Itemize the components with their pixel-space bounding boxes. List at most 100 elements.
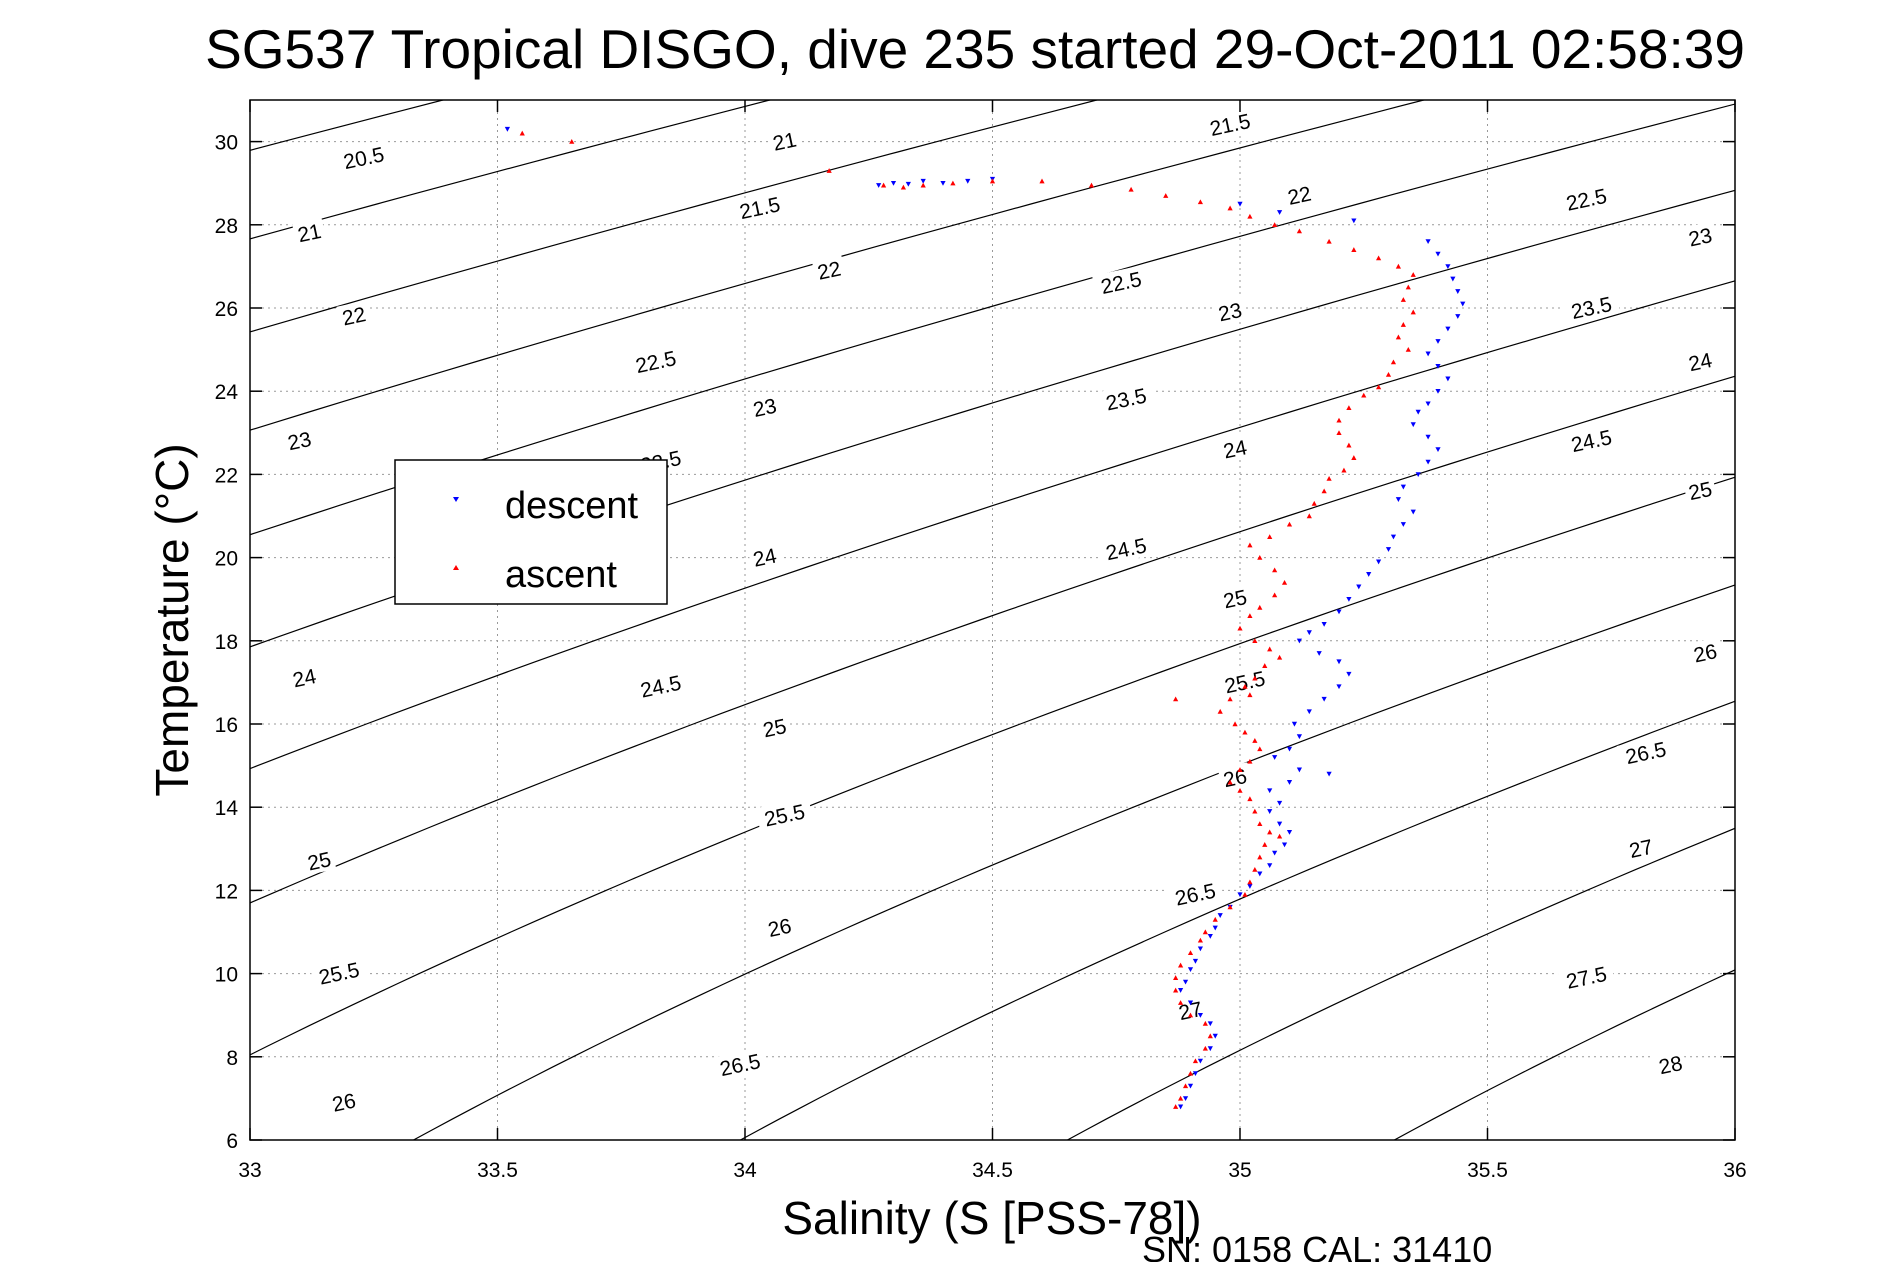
ascent-point [1400, 322, 1406, 327]
contour-label-group: 23 [1682, 221, 1718, 252]
descent-point [1346, 671, 1352, 677]
descent-point [1336, 609, 1342, 615]
ascent-point [826, 168, 832, 173]
contour-label-bg [1623, 832, 1658, 863]
descent-point [1296, 767, 1302, 773]
descent-point [1425, 239, 1431, 245]
descent-point [1410, 422, 1416, 428]
descent-point [1445, 326, 1451, 332]
contour-label-group: 25 [1682, 475, 1718, 505]
descent-point [1306, 630, 1312, 636]
sensor-calibration-footer: SN: 0158 CAL: 31410 [1142, 1229, 1492, 1262]
contour-label-group: 21.5 [730, 189, 789, 225]
ascent-point [1395, 334, 1401, 340]
contour-label-group: 23 [282, 425, 317, 455]
ascent-point [1212, 916, 1218, 922]
ascent-point [1272, 592, 1278, 598]
descent-point [1286, 829, 1293, 835]
contour-label-group: 22 [336, 300, 371, 330]
contour-label: 24 [291, 665, 319, 692]
ascent-point [1326, 238, 1332, 244]
contour-line [412, 584, 1735, 1140]
ascent-point [1247, 213, 1253, 219]
contour-label: 21 [771, 128, 799, 155]
contour-label-group: 24 [287, 662, 322, 692]
descent-point [1207, 1046, 1213, 1052]
descent-point [1425, 459, 1431, 465]
contour-line [250, 189, 1735, 648]
descent-point [1450, 276, 1456, 282]
contour-label-bg [631, 668, 690, 703]
descent-point [1197, 1013, 1203, 1018]
ascent-point [1232, 721, 1238, 727]
contour-label: 21 [296, 220, 324, 247]
descent-point [1237, 201, 1243, 207]
contour-label-bg [1682, 221, 1718, 252]
ascent-point [900, 184, 906, 190]
ascent-point [1267, 829, 1273, 835]
ascent-point [881, 182, 887, 188]
y-tick-label: 10 [215, 964, 238, 987]
ascent-point [1252, 808, 1258, 814]
ascent-point [1252, 675, 1258, 681]
contour-label-bg [1200, 106, 1259, 142]
descent-point [1435, 389, 1441, 394]
ascent-point [1173, 987, 1179, 993]
descent-point [1425, 434, 1431, 440]
ascent-point [1272, 222, 1278, 227]
descent-point [1187, 1083, 1194, 1089]
contour-line [250, 100, 1100, 333]
ascent-point [1351, 455, 1357, 460]
ascent-point [1242, 891, 1248, 897]
ascent-point [1227, 904, 1233, 910]
ascent-point [1173, 696, 1179, 702]
ascent-point [1197, 937, 1203, 943]
descent-point [1306, 709, 1312, 715]
contour-label: 23 [1216, 299, 1244, 326]
contour-label-bg [755, 797, 814, 832]
contour-label-bg [626, 343, 685, 379]
descent-point [1286, 746, 1293, 752]
ascent-point [1395, 263, 1401, 269]
contour-label-bg [1562, 422, 1621, 458]
y-tick-label: 18 [215, 631, 238, 654]
x-tick-label: 34.5 [972, 1159, 1013, 1182]
contour-label-bg [309, 955, 368, 990]
descent-point [1277, 210, 1283, 215]
ascent-point [950, 180, 956, 186]
contour-label-group: 24 [1217, 433, 1253, 464]
ascent-point [1192, 1058, 1199, 1064]
ascent-point [1202, 1020, 1208, 1026]
contour-label-bg [282, 425, 317, 455]
descent-point [1182, 979, 1189, 985]
descent-point [1445, 376, 1451, 382]
descent-point [1400, 484, 1406, 490]
ascent-point [1306, 513, 1312, 519]
ascent-point [1242, 683, 1248, 689]
x-tick-label: 33 [238, 1159, 261, 1182]
grid [250, 100, 1735, 1140]
ascent-point [1128, 186, 1134, 192]
ascent-point [1247, 758, 1253, 764]
contour-label-group: 25.5 [755, 797, 814, 832]
ascent-point [1286, 521, 1293, 527]
ascent-point [1242, 729, 1248, 735]
ascent-point [1182, 1083, 1189, 1089]
ascent-point [1217, 708, 1223, 714]
legend-marker-descent [453, 497, 459, 502]
ascent-point [1311, 500, 1317, 506]
descent-point [1321, 621, 1327, 627]
descent-point [890, 181, 897, 186]
descent-point [1326, 771, 1332, 777]
ascent-point [1187, 950, 1194, 955]
ascent-point [1277, 654, 1283, 660]
y-tick-label: 20 [215, 548, 238, 571]
descent-point [1356, 584, 1362, 590]
descent-point [1296, 638, 1302, 644]
ascent-point [1039, 178, 1045, 184]
descent-point [1277, 821, 1283, 827]
ascent-point [1163, 193, 1169, 198]
ascent-point [1361, 392, 1367, 398]
ascent-point [1257, 821, 1263, 827]
contour-label-group: 24 [1682, 346, 1718, 376]
